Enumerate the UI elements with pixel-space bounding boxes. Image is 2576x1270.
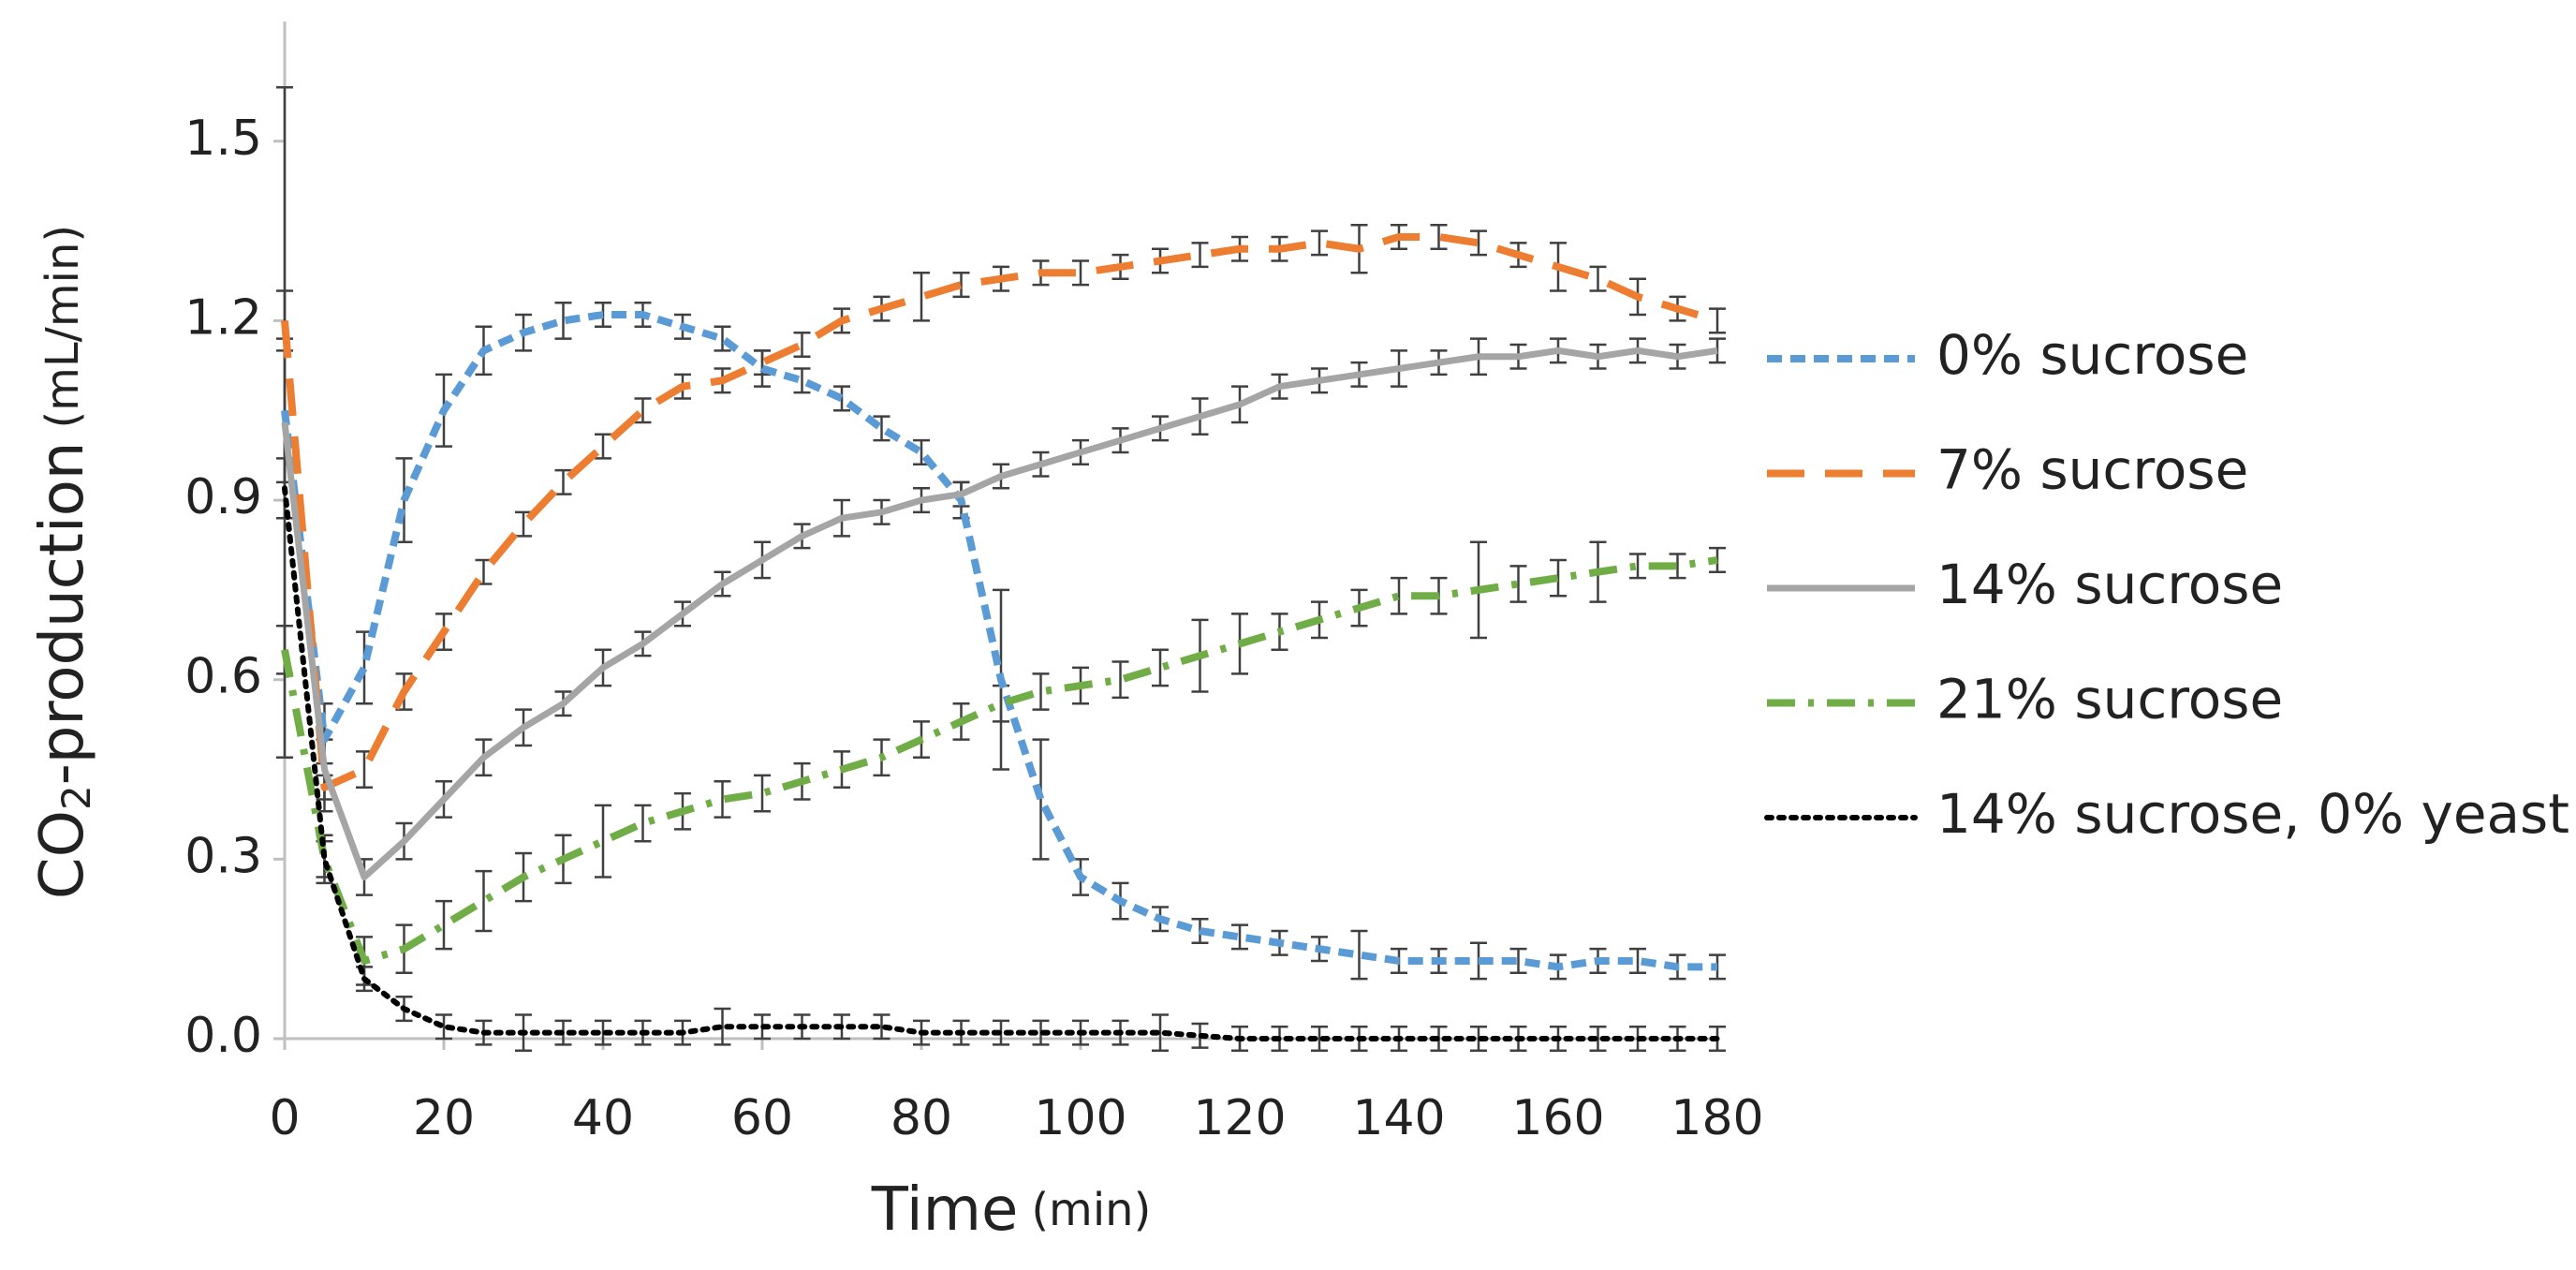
- error-bar: [1589, 265, 1607, 292]
- error-bar: [754, 774, 771, 813]
- y-tick-label: 1.5: [184, 111, 262, 167]
- series-line: [281, 311, 1717, 971]
- error-bar: [1629, 947, 1646, 974]
- x-tick-label: 120: [1193, 1090, 1286, 1146]
- x-tick-label: 140: [1352, 1090, 1445, 1146]
- x-label-main: Time: [871, 1175, 1019, 1245]
- series-line: [281, 555, 1718, 965]
- error-bar: [595, 433, 611, 460]
- x-tick-label: 40: [572, 1090, 634, 1146]
- error-bar: [1072, 259, 1089, 287]
- error-bar: [595, 804, 611, 879]
- legend-label: 0% sucrose: [1936, 323, 2248, 387]
- error-bar: [1550, 558, 1567, 598]
- error-bar: [1032, 672, 1050, 711]
- error-bar: [714, 1007, 731, 1046]
- error-bar: [515, 510, 532, 538]
- x-axis-label: Time (min): [871, 1175, 1152, 1245]
- x-tick-label: 180: [1671, 1090, 1763, 1146]
- error-bar: [714, 780, 731, 819]
- error-bar: [356, 630, 373, 705]
- series-line: [281, 232, 1719, 791]
- error-bar: [1391, 576, 1407, 615]
- x-label-unit: (min): [1031, 1184, 1151, 1236]
- error-bar: [1311, 229, 1328, 257]
- error-bar: [1111, 660, 1129, 700]
- y-tick-label: 0.0: [184, 1008, 262, 1064]
- y-tick-label: 0.6: [184, 649, 262, 705]
- error-bar: [833, 385, 850, 412]
- error-bar: [1152, 1013, 1169, 1053]
- error-bar: [554, 301, 572, 340]
- error-bar: [1470, 229, 1487, 257]
- error-bar: [793, 367, 811, 394]
- error-bar: [634, 804, 652, 843]
- error-bar: [1430, 223, 1448, 251]
- y-tick-label: 0.3: [184, 828, 262, 884]
- y-tick-label: 0.9: [184, 469, 262, 525]
- error-bar: [435, 899, 452, 951]
- error-bar: [435, 1013, 452, 1041]
- x-tick-label: 60: [731, 1090, 793, 1146]
- error-bar: [873, 1013, 891, 1041]
- legend-label: 21% sucrose: [1936, 668, 2283, 731]
- error-bar: [1669, 553, 1686, 580]
- error-bar: [1032, 738, 1050, 861]
- error-bar: [1231, 923, 1248, 951]
- error-bar: [1152, 648, 1169, 687]
- error-bar: [1311, 1025, 1328, 1053]
- legend-label: 14% sucrose: [1936, 553, 2283, 616]
- legend-label: 14% sucrose, 0% yeast: [1936, 782, 2569, 846]
- error-bar: [634, 397, 652, 424]
- legend-label: 7% sucrose: [1936, 438, 2248, 502]
- x-tick-label: 20: [413, 1090, 475, 1146]
- y-axis-label: CO2-production (mL/min): [28, 225, 99, 899]
- y-label-rest: -production: [28, 442, 97, 786]
- x-tick-label: 0: [269, 1090, 300, 1146]
- error-bar: [1191, 242, 1209, 269]
- error-bar: [873, 415, 891, 442]
- error-bar: [1509, 565, 1527, 603]
- y-label-unit: (mL/min): [37, 225, 89, 429]
- x-tick-label: 160: [1511, 1090, 1604, 1146]
- series-line: [281, 347, 1718, 881]
- x-tick-label: 100: [1034, 1090, 1126, 1146]
- error-bar: [913, 272, 930, 322]
- x-tick-label: 80: [891, 1090, 952, 1146]
- error-bar: [554, 468, 572, 495]
- y-label-main: CO: [28, 810, 97, 899]
- series-line: [282, 485, 1720, 1041]
- error-bar: [1629, 553, 1646, 580]
- error-bar: [1350, 929, 1368, 981]
- error-bar: [1509, 947, 1527, 974]
- error-bar: [1709, 307, 1726, 334]
- error-bar: [714, 325, 731, 352]
- error-bar: [952, 272, 970, 299]
- y-label-sub: 2: [53, 785, 99, 810]
- y-tick-label: 1.2: [184, 289, 262, 346]
- error-bar: [1709, 337, 1726, 364]
- error-bar: [475, 869, 493, 933]
- error-bar: [793, 331, 811, 358]
